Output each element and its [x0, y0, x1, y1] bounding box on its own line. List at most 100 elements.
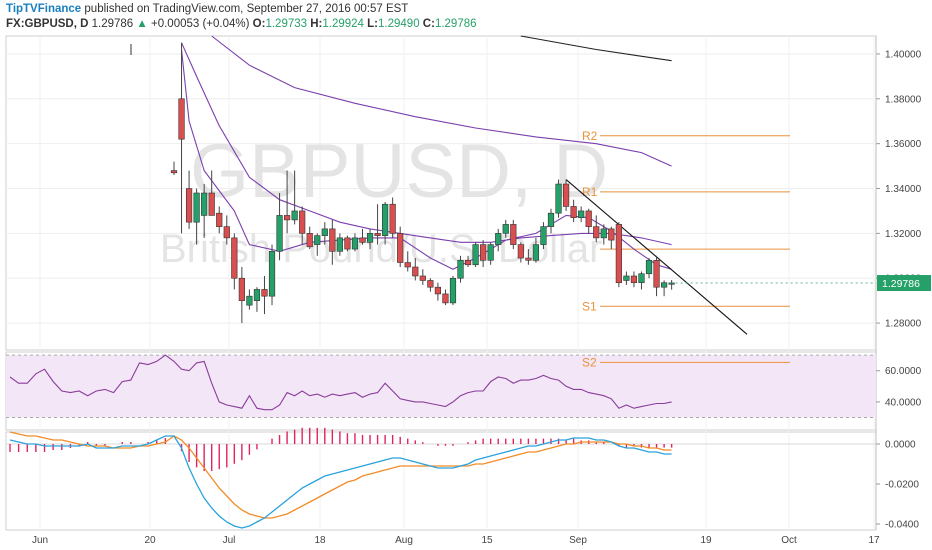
open-label: O:	[252, 18, 266, 30]
candle-body	[291, 210, 298, 221]
candle-body	[555, 183, 562, 214]
candle-body	[170, 170, 178, 174]
time-tick-label: 17	[868, 535, 880, 546]
candle-body	[502, 224, 509, 234]
price-tick-label: 1.40000	[885, 49, 922, 60]
change-value: +0.00053 (+0.04%)	[151, 18, 250, 30]
candle-body	[359, 237, 366, 243]
macd-tick-label: 0.0000	[885, 440, 916, 451]
time-tick-label: 20	[144, 535, 156, 546]
candle-body	[480, 244, 487, 261]
watermark: GBPUSD, D British Pound/U.S. Dollar	[160, 129, 608, 271]
moving-average-line	[520, 35, 672, 62]
last-price: 1.29786	[91, 18, 134, 30]
candle-body	[397, 233, 404, 263]
symbol-label: FX:GBPUSD, D	[6, 18, 89, 30]
candle-body	[449, 277, 457, 304]
candle-body	[600, 228, 607, 239]
up-arrow-icon: ▲	[136, 18, 148, 30]
time-tick-label: Jun	[32, 535, 48, 546]
grid	[6, 36, 876, 530]
candle-body	[366, 233, 374, 243]
high-label: H:	[310, 18, 323, 30]
candle-body	[351, 237, 359, 250]
candle-body	[238, 277, 245, 301]
candle-body	[329, 228, 336, 252]
candle-body	[532, 244, 540, 261]
candle-body	[223, 226, 230, 239]
macd-pane	[6, 427, 876, 529]
pivot-label: R2	[582, 129, 598, 143]
candle-body	[638, 273, 645, 284]
candle-body	[457, 259, 464, 279]
candle-body	[374, 233, 381, 236]
chart-frame	[5, 35, 877, 531]
current-price-text: 1.29786	[882, 278, 920, 290]
time-tick-label: Aug	[395, 535, 413, 546]
macd-tick-label: -0.0400	[885, 520, 919, 531]
ohlc-line: FX:GBPUSD, D 1.29786 ▲ +0.00053 (+0.04%)…	[6, 18, 477, 30]
time-tick-label: 18	[314, 535, 326, 546]
candle-body	[660, 282, 668, 288]
high-value: 1.29924	[322, 18, 364, 30]
candle-body	[404, 262, 411, 268]
candle-body	[201, 192, 208, 216]
candle-body	[283, 215, 291, 221]
candle-body	[668, 282, 675, 285]
candle-body	[276, 215, 283, 252]
current-price-label: 1.29786	[675, 275, 931, 292]
candle-body	[487, 244, 494, 261]
candle-body	[246, 295, 253, 306]
pivot-label: S2	[582, 355, 597, 369]
rsi-line	[9, 354, 672, 411]
candle-body	[615, 224, 622, 284]
candle-body	[653, 259, 660, 288]
candle-body	[268, 251, 276, 297]
candle-body	[314, 235, 321, 245]
candle-body	[562, 183, 570, 207]
candle-body	[306, 233, 313, 248]
macd-signal-line	[9, 431, 672, 519]
candle-body	[427, 280, 434, 288]
candle-body	[412, 266, 419, 277]
candle-body	[510, 224, 517, 245]
candle-body	[517, 244, 524, 259]
candle-body	[464, 259, 472, 266]
candle-body	[231, 237, 238, 279]
low-value: 1.29490	[378, 18, 420, 30]
macd-line	[9, 435, 672, 529]
candle-body	[389, 203, 396, 234]
candle-body	[419, 275, 426, 281]
candle-body	[208, 192, 215, 216]
candle-body	[593, 226, 600, 239]
pivot-label: S1	[582, 299, 597, 313]
candle-body	[336, 237, 343, 252]
close-label: C:	[422, 18, 435, 30]
candle-body	[570, 206, 577, 218]
pivot-label: R1	[582, 185, 598, 199]
time-tick-label: Oct	[781, 535, 797, 546]
candle-body	[495, 233, 502, 245]
candle-body	[382, 203, 389, 236]
rsi-band	[6, 354, 876, 419]
close-value: 1.29786	[434, 18, 477, 30]
price-tick-label: 1.36000	[885, 139, 922, 150]
time-tick-label: 19	[700, 535, 712, 546]
candle-body	[608, 228, 615, 241]
current-price-tag	[877, 275, 931, 292]
candle-body	[442, 293, 449, 304]
candle-body	[253, 289, 261, 301]
author-link[interactable]: TipTVFinance	[6, 3, 82, 15]
candle-body	[630, 275, 638, 284]
time-tick-label: Sep	[569, 535, 587, 546]
candle-body	[344, 237, 351, 250]
candle-body	[540, 226, 547, 245]
time-scale: Jun 20 Jul 18 Aug 15 Sep 19 Oct 17	[32, 535, 880, 546]
open-value: 1.29733	[265, 18, 308, 30]
rsi-tick-label: 40.0000	[885, 397, 922, 408]
moving-average-line	[211, 35, 672, 167]
candle-body	[645, 259, 653, 275]
rsi-series-line	[9, 354, 672, 411]
rsi-tick-label: 60.0000	[885, 366, 922, 377]
